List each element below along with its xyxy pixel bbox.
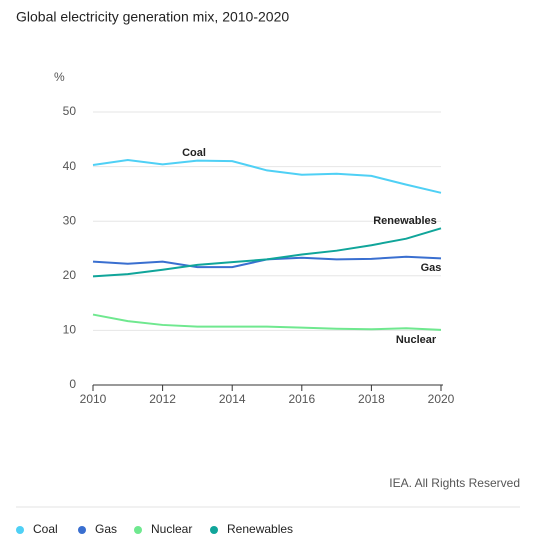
line-label: Coal bbox=[182, 147, 206, 159]
line-label: Renewables bbox=[373, 215, 437, 227]
legend-label: Renewables bbox=[227, 522, 293, 536]
y-tick-label: 20 bbox=[63, 268, 77, 282]
x-tick-label: 2020 bbox=[428, 392, 455, 406]
source: IEA. All Rights Reserved bbox=[389, 476, 520, 490]
x-tick-label: 2016 bbox=[288, 392, 315, 406]
line bbox=[92, 159, 442, 194]
legend-marker bbox=[16, 526, 24, 534]
legend-label: Gas bbox=[95, 522, 117, 536]
line-label: Gas bbox=[421, 262, 442, 274]
y-tick-label: 10 bbox=[63, 323, 77, 337]
y-tick-label: 30 bbox=[63, 213, 77, 227]
x-tick-label: 2018 bbox=[358, 392, 385, 406]
x-tick-label: 2012 bbox=[149, 392, 176, 406]
line bbox=[92, 227, 442, 278]
legend-marker bbox=[210, 526, 218, 534]
y-tick-label: 50 bbox=[63, 104, 77, 118]
legend-label: Nuclear bbox=[151, 522, 192, 536]
line bbox=[92, 313, 442, 331]
legend-marker bbox=[134, 526, 142, 534]
line bbox=[92, 255, 442, 269]
x-tick-label: 2014 bbox=[219, 392, 246, 406]
line-label: Nuclear bbox=[396, 334, 437, 346]
legend-marker bbox=[78, 526, 86, 534]
y-axis-label: % bbox=[54, 70, 65, 84]
chart-title: Global electricity generation mix, 2010-… bbox=[16, 9, 289, 25]
x-tick-label: 2010 bbox=[80, 392, 107, 406]
legend-label: Coal bbox=[33, 522, 58, 536]
y-tick-label: 40 bbox=[63, 159, 77, 173]
y-tick-label: 0 bbox=[69, 377, 76, 391]
